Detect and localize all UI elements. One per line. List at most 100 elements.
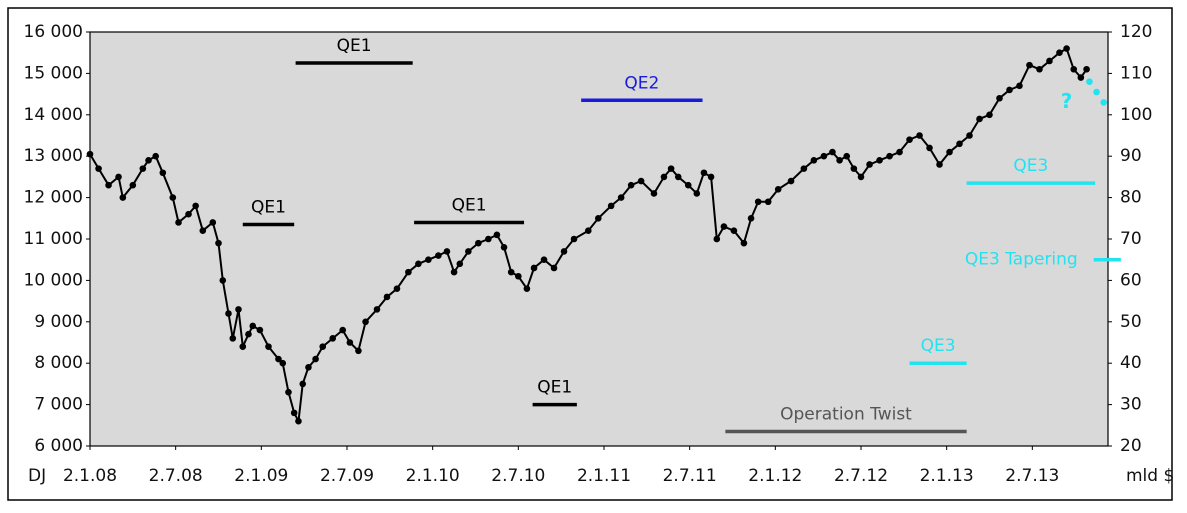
data-point: [1086, 78, 1093, 85]
data-point: [256, 326, 264, 334]
data-point: [650, 190, 658, 197]
data-point: [145, 157, 152, 164]
data-point: [1100, 99, 1108, 106]
data-point: [530, 264, 538, 272]
x-tick-label: 2.1.08: [63, 466, 117, 486]
data-point: [916, 132, 923, 139]
data-point: [637, 177, 645, 185]
y-tick-label: 10 000: [24, 270, 83, 290]
annotation-label: Operation Twist: [780, 405, 912, 425]
data-point: [1006, 86, 1013, 94]
y-tick-label: 8 000: [34, 353, 83, 373]
y-tick-label: 11 000: [24, 229, 83, 249]
data-point: [169, 194, 177, 201]
x-tick-label: 2.7.10: [491, 466, 545, 486]
data-point: [362, 318, 369, 326]
data-point: [319, 343, 327, 350]
data-point: [285, 388, 292, 396]
data-point: [245, 330, 252, 338]
data-point: [730, 227, 738, 235]
data-point: [800, 165, 808, 172]
data-point: [1077, 74, 1085, 81]
data-point: [465, 248, 472, 255]
x-tick-label: 2.7.12: [834, 466, 888, 486]
data-point: [966, 132, 973, 139]
y-tick-label: 7 000: [34, 395, 83, 415]
annotation-label: QE1: [251, 198, 286, 218]
data-point: [86, 150, 94, 158]
data-point: [1036, 65, 1043, 73]
data-point: [1093, 88, 1100, 96]
data-point: [896, 148, 903, 156]
data-point: [355, 347, 362, 355]
data-point: [820, 152, 828, 160]
data-point: [209, 219, 217, 226]
x-tick-label: 2.1.10: [406, 466, 460, 486]
data-point: [594, 215, 602, 222]
data-point: [450, 268, 458, 276]
x-tick-label: 2.1.13: [920, 466, 974, 486]
data-point: [857, 173, 865, 181]
data-point: [674, 173, 682, 181]
y2-tick-label: 80: [1120, 188, 1142, 208]
data-point: [475, 239, 482, 247]
y-tick-label: 9 000: [34, 312, 83, 332]
data-point: [105, 181, 112, 189]
data-point: [906, 136, 913, 143]
data-point: [515, 272, 522, 280]
annotation-label: QE1: [337, 36, 372, 56]
data-point: [1083, 65, 1090, 73]
data-point: [886, 152, 893, 160]
data-point: [1016, 82, 1023, 90]
data-point: [976, 115, 983, 123]
data-point: [383, 293, 391, 301]
data-point: [235, 306, 242, 313]
data-point: [493, 231, 501, 239]
data-point: [279, 359, 287, 367]
y2-tick-label: 120: [1120, 22, 1152, 42]
data-point: [996, 94, 1003, 102]
annotation-label: QE3: [1013, 156, 1048, 176]
data-point: [192, 202, 199, 210]
data-point: [560, 248, 568, 255]
data-point: [986, 111, 993, 119]
data-point: [787, 177, 795, 185]
data-point: [523, 285, 531, 292]
data-point: [275, 355, 282, 363]
y2-unit-label: mld $: [1126, 466, 1174, 486]
data-point: [1063, 45, 1070, 52]
data-point: [946, 148, 953, 156]
data-point: [774, 186, 782, 193]
data-point: [507, 268, 515, 276]
data-point: [485, 235, 492, 243]
data-point: [129, 181, 137, 189]
y-tick-label: 14 000: [24, 105, 83, 125]
data-point: [850, 165, 858, 172]
data-point: [265, 343, 272, 350]
data-point: [926, 144, 933, 152]
data-point: [810, 157, 818, 164]
data-point: [295, 417, 302, 425]
x-tick-label: 2.7.13: [1005, 466, 1059, 486]
data-point: [707, 173, 715, 181]
data-point: [425, 256, 432, 264]
y2-tick-label: 50: [1120, 312, 1142, 332]
data-point: [843, 152, 851, 160]
data-point: [660, 173, 668, 181]
x-tick-label: 2.1.09: [234, 466, 288, 486]
data-point: [95, 165, 102, 172]
annotation-text: ?: [1061, 89, 1073, 113]
data-point: [215, 239, 222, 247]
data-point: [627, 181, 635, 189]
data-point: [607, 202, 615, 210]
data-point: [249, 322, 257, 330]
y-tick-label: 13 000: [24, 146, 83, 166]
data-point: [299, 380, 307, 388]
annotation-label: QE1: [452, 195, 487, 215]
annotation-label: QE2: [624, 73, 659, 93]
data-point: [1056, 49, 1063, 56]
data-point: [667, 165, 675, 172]
data-point: [876, 157, 883, 164]
data-point: [570, 235, 578, 243]
